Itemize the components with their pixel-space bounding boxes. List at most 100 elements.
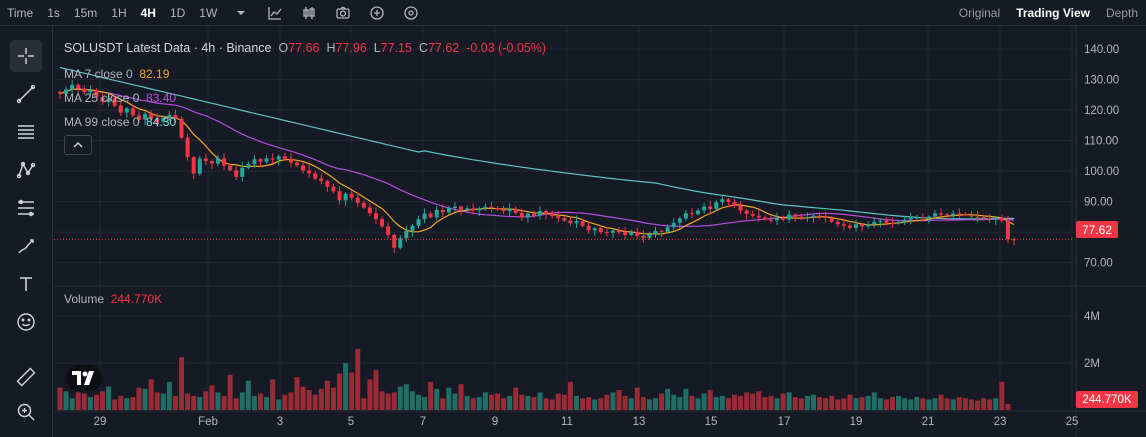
ruler-icon[interactable] <box>10 361 42 393</box>
ma25-value: 83.40 <box>146 91 177 105</box>
candle-body <box>908 218 913 220</box>
candle-body <box>872 221 877 225</box>
candle-body <box>586 225 591 231</box>
open-value: 77.66 <box>288 41 320 55</box>
text-tool-icon[interactable] <box>10 268 42 300</box>
top-toolbar: Time 1s 15m 1H 4H 1D 1W Original Trading… <box>0 0 1146 26</box>
zoom-in-icon[interactable] <box>10 396 42 428</box>
crosshair-icon[interactable] <box>10 40 42 72</box>
x-tick-label: 25 <box>1066 416 1079 428</box>
candle-body <box>240 167 245 177</box>
volume-bar <box>810 394 816 410</box>
interval-1h[interactable]: 1H <box>111 5 127 20</box>
candle-body <box>629 231 634 235</box>
volume-bar <box>944 398 950 410</box>
tradingview-logo[interactable] <box>66 365 102 391</box>
x-tick-label: 19 <box>850 416 863 428</box>
horizontal-lines-icon[interactable] <box>10 116 42 148</box>
candle-body <box>325 180 330 187</box>
camera-icon[interactable] <box>335 5 351 21</box>
candle-body <box>957 213 962 215</box>
candlestick-chart[interactable]: 140.00130.00120.00110.00100.0090.0080.00… <box>54 26 1146 437</box>
brush-icon[interactable] <box>10 230 42 262</box>
candle-body <box>726 199 731 202</box>
add-icon[interactable] <box>369 5 385 21</box>
candle-body <box>155 118 160 123</box>
volume-bar <box>288 392 294 410</box>
volume-bar <box>148 379 154 410</box>
candle-body <box>744 210 749 214</box>
candle-body <box>136 115 141 120</box>
view-trading-view[interactable]: Trading View <box>1016 6 1090 20</box>
ma99-legend[interactable]: MA 99 close 0 84.30 <box>64 115 177 129</box>
volume-bar <box>847 394 853 410</box>
x-tick-label: 9 <box>492 416 498 428</box>
ma25-legend[interactable]: MA 25 close 0 83.40 <box>64 91 177 105</box>
volume-bar <box>914 397 920 410</box>
time-label: Time <box>7 5 34 20</box>
candle-body <box>975 216 980 218</box>
candle-body <box>276 156 281 160</box>
interval-15m[interactable]: 15m <box>73 5 98 20</box>
volume-bar <box>245 380 251 410</box>
candle-body <box>477 208 482 211</box>
candle-body <box>173 115 178 119</box>
x-tick-label: 21 <box>922 416 935 428</box>
candle-body <box>246 164 251 168</box>
high-value: 77.96 <box>335 41 367 55</box>
fib-retracement-icon[interactable] <box>10 192 42 224</box>
y-tick-label: 140.00 <box>1084 44 1119 56</box>
candle-body <box>902 219 907 223</box>
candle-body <box>793 214 798 217</box>
volume-bar <box>470 398 476 410</box>
volume-bar <box>130 397 136 410</box>
volume-bar <box>191 395 197 410</box>
candle-body <box>817 215 822 217</box>
candle-body <box>185 137 190 158</box>
volume-bar <box>507 395 513 410</box>
ma7-legend[interactable]: MA 7 close 0 82.19 <box>64 67 170 81</box>
collapse-legend-button[interactable] <box>64 135 92 155</box>
volume-bar <box>920 398 926 410</box>
candle-body <box>258 159 263 162</box>
volume-bar <box>738 395 744 410</box>
volume-bar <box>179 357 185 410</box>
volume-bar <box>841 398 847 410</box>
candle-type-icon[interactable] <box>301 5 317 21</box>
chart-area[interactable]: 140.00130.00120.00110.00100.0090.0080.00… <box>54 26 1146 437</box>
candle-body <box>440 209 445 213</box>
candle-body <box>969 215 974 217</box>
interval-1w[interactable]: 1W <box>199 5 218 20</box>
candle-body <box>167 115 172 118</box>
interval-1d[interactable]: 1D <box>169 5 186 20</box>
candle-body <box>562 218 567 221</box>
settings-icon[interactable] <box>403 5 419 21</box>
volume-bar <box>318 388 324 410</box>
candle-body <box>653 230 658 235</box>
candle-body <box>459 206 464 210</box>
view-depth[interactable]: Depth <box>1105 6 1138 20</box>
chart-legend: SOLUSDT Latest Data · 4h · Binance O77.6… <box>64 41 546 55</box>
volume-bar <box>671 394 677 410</box>
pattern-icon[interactable] <box>10 154 42 186</box>
candle-body <box>465 208 470 210</box>
x-tick-label: 3 <box>277 416 283 428</box>
candle-body <box>677 218 682 223</box>
interval-1s[interactable]: 1s <box>47 5 60 20</box>
candle-body <box>100 97 105 102</box>
volume-bar <box>118 395 124 410</box>
indicators-icon[interactable] <box>267 5 283 21</box>
view-original[interactable]: Original <box>958 6 1001 20</box>
trend-line-icon[interactable] <box>10 78 42 110</box>
candle-body <box>939 213 944 215</box>
emoji-icon[interactable] <box>10 306 42 338</box>
volume-bar <box>701 393 707 410</box>
candle-body <box>234 170 239 177</box>
candle-body <box>823 216 828 219</box>
interval-4h[interactable]: 4H <box>140 5 156 20</box>
tradingview-logo-icon <box>72 371 94 385</box>
x-tick-label: 17 <box>778 416 791 428</box>
interval-dropdown-icon[interactable] <box>233 5 249 21</box>
candle-body <box>143 113 148 120</box>
ma99-value: 84.30 <box>146 115 177 129</box>
